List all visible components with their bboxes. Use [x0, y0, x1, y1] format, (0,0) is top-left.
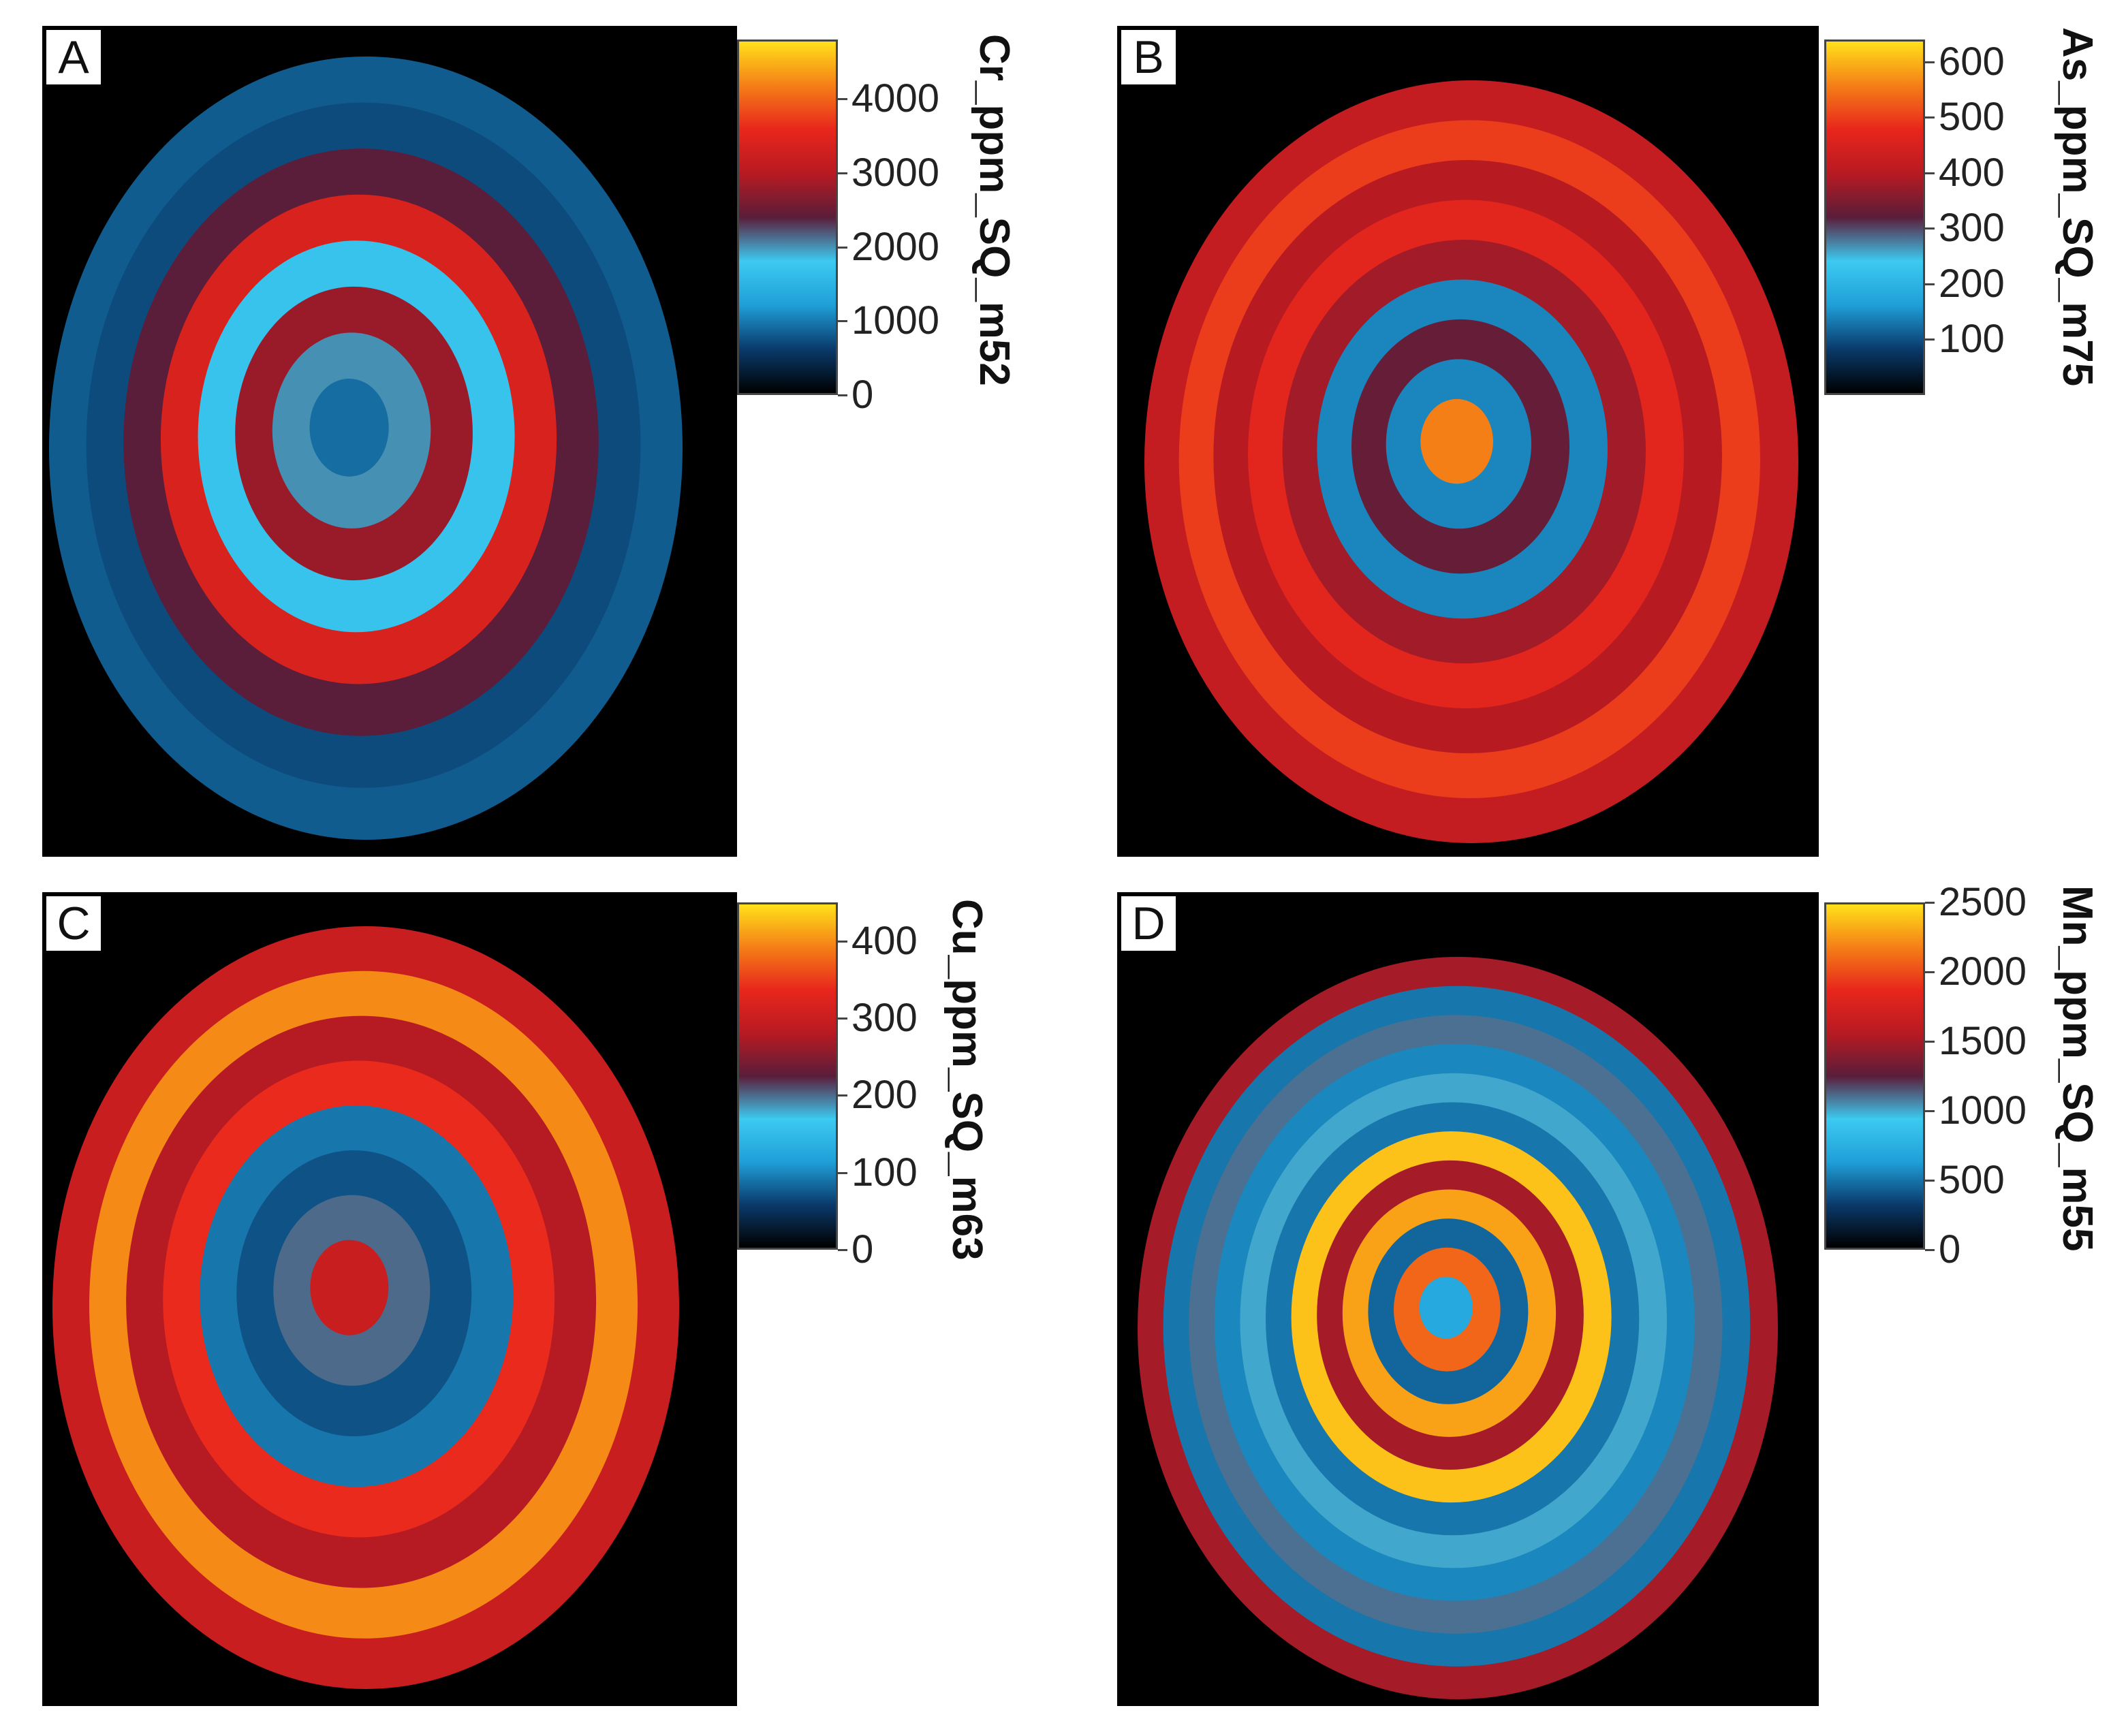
colorbar-tick-mark	[838, 172, 847, 174]
colorbar-tick-label: 1000	[1939, 1088, 2027, 1133]
panel-letter-c: C	[46, 896, 101, 951]
colorbar-tick-label: 600	[1939, 39, 2005, 84]
colorbar-tick-mark	[838, 1171, 847, 1174]
colorbar-tick-mark	[1925, 338, 1935, 341]
colorbar-tick-mark	[838, 98, 847, 100]
heatmap-c	[52, 926, 679, 1689]
colorbar-tick-mark	[838, 1094, 847, 1097]
colorbar-b-label: As_ppm_SQ_m75	[2054, 27, 2101, 387]
colorbar-tick-label: 4000	[851, 76, 940, 121]
colorbar-tick-mark	[1925, 1180, 1935, 1182]
heatmap-b	[1144, 80, 1798, 843]
map-d: D	[1117, 892, 1819, 1706]
colorbar-tick-label: 200	[1939, 261, 2005, 306]
zoning-ring	[309, 378, 389, 477]
colorbar-tick-label: 2000	[851, 224, 940, 269]
colorbar-d-label: Mn_ppm_SQ_m55	[2054, 885, 2101, 1252]
colorbar-tick-label: 300	[1939, 206, 2005, 251]
panel-letter-a: A	[46, 30, 101, 84]
colorbar-tick-mark	[1925, 283, 1935, 285]
colorbar-tick-label: 0	[1939, 1227, 1961, 1272]
heatmap-d	[1138, 957, 1778, 1699]
colorbar-tick-mark	[838, 246, 847, 249]
colorbar-tick-label: 400	[851, 918, 918, 963]
colorbar-tick-mark	[838, 1017, 847, 1020]
colorbar-tick-mark	[838, 1249, 847, 1251]
colorbar-b	[1824, 40, 1925, 395]
colorbar-tick-mark	[1925, 1249, 1935, 1251]
colorbar-tick-label: 0	[851, 373, 874, 417]
colorbar-tick-label: 1000	[851, 298, 940, 343]
heatmap-a	[49, 57, 683, 840]
colorbar-tick-label: 2000	[1939, 949, 2027, 994]
colorbar-tick-mark	[1925, 971, 1935, 973]
colorbar-tick-label: 100	[1939, 317, 2005, 362]
panel-letter-b: B	[1121, 30, 1176, 84]
colorbar-tick-label: 0	[851, 1227, 874, 1272]
zoning-ring	[1420, 398, 1493, 484]
colorbar-a	[737, 40, 838, 395]
colorbar-tick-label: 500	[1939, 95, 2005, 140]
colorbar-tick-mark	[1925, 227, 1935, 230]
colorbar-tick-label: 2500	[1939, 880, 2027, 924]
colorbar-tick-label: 1500	[1939, 1019, 2027, 1063]
colorbar-tick-mark	[1925, 902, 1935, 904]
colorbar-tick-mark	[838, 320, 847, 323]
colorbar-tick-label: 300	[851, 996, 918, 1040]
colorbar-tick-mark	[838, 940, 847, 943]
zoning-ring	[310, 1240, 389, 1336]
colorbar-tick-mark	[1925, 116, 1935, 119]
map-c: C	[42, 892, 737, 1706]
colorbar-tick-label: 200	[851, 1073, 918, 1118]
colorbar-c	[737, 902, 838, 1250]
colorbar-tick-label: 400	[1939, 150, 2005, 195]
colorbar-a-label: Cr_ppm_SQ_m52	[971, 34, 1018, 386]
colorbar-c-label: Cu_ppm_SQ_m63	[943, 899, 990, 1261]
map-a: A	[42, 26, 737, 857]
colorbar-tick-label: 500	[1939, 1158, 2005, 1202]
colorbar-tick-mark	[1925, 1041, 1935, 1043]
colorbar-tick-mark	[1925, 1110, 1935, 1112]
colorbar-tick-label: 3000	[851, 150, 940, 195]
colorbar-tick-mark	[1925, 172, 1935, 174]
colorbar-d	[1824, 902, 1925, 1250]
colorbar-tick-mark	[1925, 61, 1935, 63]
colorbar-tick-mark	[838, 394, 847, 396]
map-b: B	[1117, 26, 1819, 857]
panel-letter-d: D	[1121, 896, 1176, 951]
zoning-ring	[1419, 1276, 1473, 1339]
colorbar-tick-label: 100	[851, 1150, 918, 1195]
